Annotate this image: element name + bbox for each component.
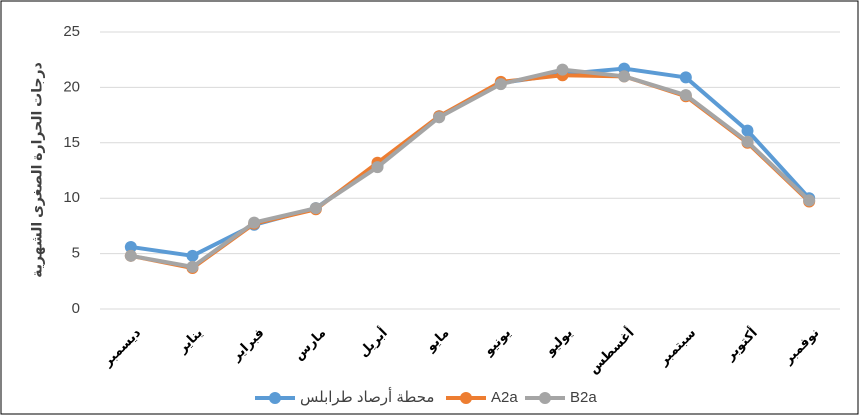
data-point: [309, 202, 322, 215]
data-point: [494, 78, 507, 91]
series-line: [130, 67, 811, 269]
y-tick-label: 0: [72, 300, 80, 317]
data-point: [248, 216, 261, 229]
data-point: [124, 249, 137, 262]
y-tick-label: 10: [63, 189, 80, 206]
legend-marker: [460, 392, 472, 404]
data-point: [679, 89, 692, 102]
legend-marker: [539, 392, 551, 404]
legend-label: B2a: [570, 389, 597, 406]
data-point: [433, 111, 446, 124]
legend-marker: [269, 392, 281, 404]
y-tick-label: 20: [63, 78, 80, 95]
y-tick-label: 15: [63, 134, 80, 151]
data-point: [371, 161, 384, 174]
data-point: [679, 71, 692, 84]
data-point: [803, 194, 816, 207]
data-point: [186, 260, 199, 273]
y-axis-title: درجات الحرارة الصغرى الشهرية: [29, 62, 46, 278]
data-point: [741, 135, 754, 148]
legend-label: محطة أرصاد طرابلس: [300, 387, 434, 406]
data-point: [186, 249, 199, 262]
y-tick-label: 25: [63, 23, 80, 40]
y-tick-label: 5: [72, 245, 80, 262]
data-point: [556, 63, 569, 76]
legend-label: A2a: [491, 389, 518, 406]
data-point: [124, 240, 137, 253]
data-point: [618, 70, 631, 83]
data-point: [741, 124, 754, 137]
